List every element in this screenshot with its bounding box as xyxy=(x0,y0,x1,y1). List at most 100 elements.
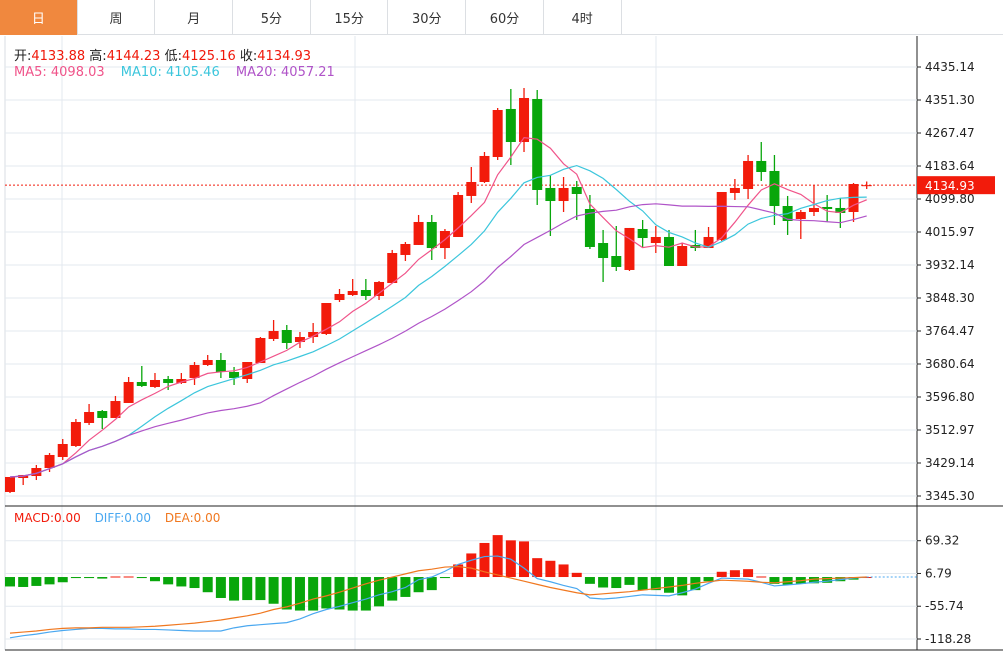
candle[interactable] xyxy=(637,219,648,249)
candle[interactable] xyxy=(215,352,226,378)
candle[interactable] xyxy=(782,195,793,235)
candle[interactable] xyxy=(255,337,266,363)
candle[interactable] xyxy=(677,243,688,266)
candle-body xyxy=(624,227,635,270)
macd-bar xyxy=(189,577,200,589)
candle[interactable] xyxy=(861,181,872,190)
tab-5[interactable]: 30分 xyxy=(388,0,467,35)
open-value: 4133.88 xyxy=(31,49,86,64)
candle[interactable] xyxy=(650,226,661,254)
candle[interactable] xyxy=(848,182,859,222)
candle[interactable] xyxy=(743,154,754,200)
candle[interactable] xyxy=(795,209,806,239)
macd-bar xyxy=(387,577,398,601)
candle-body xyxy=(400,243,411,255)
candle[interactable] xyxy=(716,191,727,242)
candle[interactable] xyxy=(70,419,81,447)
macd-tick-label: -55.74 xyxy=(925,599,964,613)
candle-body xyxy=(558,187,569,202)
macd-bar xyxy=(822,577,833,583)
candle[interactable] xyxy=(808,184,819,217)
tab-7[interactable]: 4时 xyxy=(544,0,622,35)
candle[interactable] xyxy=(545,174,556,237)
macd-bar xyxy=(136,577,147,579)
candle[interactable] xyxy=(664,229,674,266)
candle[interactable] xyxy=(136,365,147,388)
candle[interactable] xyxy=(387,249,398,284)
candle[interactable] xyxy=(532,90,543,205)
candle[interactable] xyxy=(334,288,345,302)
macd-bar xyxy=(255,577,266,601)
candle-body xyxy=(492,110,503,158)
macd-bar xyxy=(466,553,477,578)
macd-bar xyxy=(479,542,490,578)
price-tick-label: 3848.30 xyxy=(925,291,975,305)
candle[interactable] xyxy=(558,176,569,212)
candle[interactable] xyxy=(822,194,833,222)
candle[interactable] xyxy=(110,395,121,418)
candle[interactable] xyxy=(149,372,160,388)
candle[interactable] xyxy=(703,226,714,249)
candle[interactable] xyxy=(321,303,332,336)
candle-body xyxy=(5,476,15,492)
candle[interactable] xyxy=(439,228,450,259)
tab-0[interactable]: 日 xyxy=(0,0,78,35)
candle[interactable] xyxy=(729,179,740,200)
candle[interactable] xyxy=(5,476,15,494)
candle[interactable] xyxy=(479,152,490,183)
candle-body xyxy=(519,97,530,143)
tab-3[interactable]: 5分 xyxy=(233,0,311,35)
candle-body xyxy=(321,303,332,334)
candle[interactable] xyxy=(268,320,279,341)
candle[interactable] xyxy=(413,214,424,245)
candle[interactable] xyxy=(97,409,108,430)
candle-body xyxy=(822,206,833,210)
candle[interactable] xyxy=(308,322,319,343)
macd-tick-label: 6.79 xyxy=(925,566,952,580)
tab-2[interactable]: 月 xyxy=(155,0,234,35)
tab-6[interactable]: 60分 xyxy=(466,0,544,35)
macd-bar xyxy=(268,577,279,604)
candle[interactable] xyxy=(505,88,516,165)
candle[interactable] xyxy=(360,278,371,301)
candle[interactable] xyxy=(374,280,385,301)
candle[interactable] xyxy=(242,362,253,383)
price-tick-label: 3680.64 xyxy=(925,357,975,371)
candle[interactable] xyxy=(202,354,213,366)
candle[interactable] xyxy=(31,464,42,481)
candle[interactable] xyxy=(294,332,305,348)
macd-bar xyxy=(571,572,582,578)
candle[interactable] xyxy=(492,107,503,160)
candle[interactable] xyxy=(426,214,437,260)
candle[interactable] xyxy=(453,191,464,237)
candle[interactable] xyxy=(57,439,68,460)
candle[interactable] xyxy=(624,227,635,271)
macd-bar xyxy=(756,576,767,578)
candle[interactable] xyxy=(611,226,622,271)
candle[interactable] xyxy=(466,166,477,203)
candle-body xyxy=(466,181,477,196)
open-label: 开: xyxy=(14,49,32,64)
candle[interactable] xyxy=(519,87,530,153)
candle[interactable] xyxy=(163,375,174,390)
candle[interactable] xyxy=(571,180,582,220)
candle[interactable] xyxy=(598,229,609,282)
candle-body xyxy=(189,364,200,378)
candle[interactable] xyxy=(690,229,701,252)
candle[interactable] xyxy=(756,142,767,181)
candle-body xyxy=(149,379,160,388)
dea-value: DEA:0.00 xyxy=(164,511,221,525)
macd-bar xyxy=(294,577,305,611)
price-tick-label: 3932.14 xyxy=(925,258,975,272)
candle[interactable] xyxy=(189,362,200,385)
candle[interactable] xyxy=(84,404,95,425)
candle[interactable] xyxy=(229,367,240,385)
candle[interactable] xyxy=(281,325,292,349)
candle-body xyxy=(360,290,371,296)
candle[interactable] xyxy=(123,377,134,403)
tab-1[interactable]: 周 xyxy=(78,0,156,35)
candle[interactable] xyxy=(400,241,411,261)
candle[interactable] xyxy=(347,278,358,296)
tab-4[interactable]: 15分 xyxy=(311,0,389,35)
